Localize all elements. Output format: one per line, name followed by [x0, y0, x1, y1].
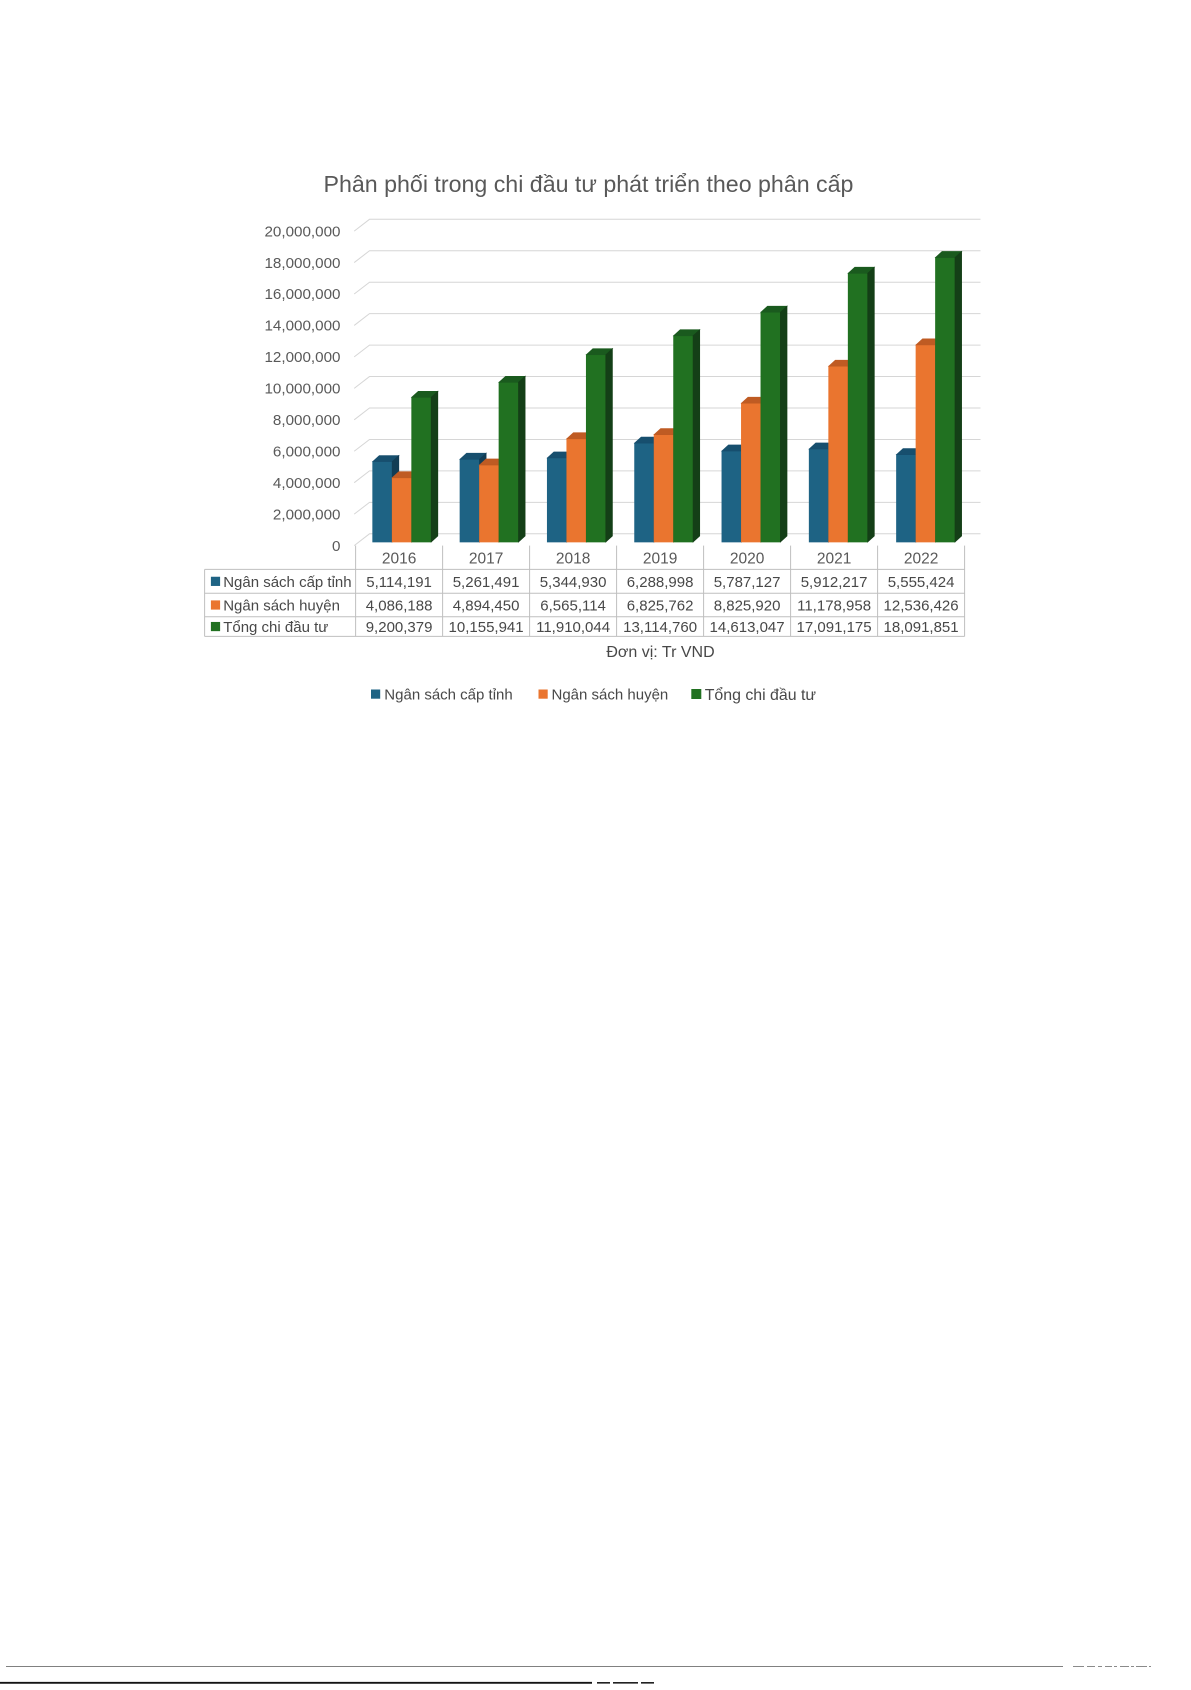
- svg-text:12,000,000: 12,000,000: [264, 349, 340, 366]
- svg-text:10,000,000: 10,000,000: [264, 381, 340, 398]
- svg-text:20,000,000: 20,000,000: [264, 223, 340, 240]
- svg-text:Tổng chi đầu tư: Tổng chi đầu tư: [223, 619, 328, 636]
- svg-text:11,178,958: 11,178,958: [797, 597, 871, 614]
- svg-text:5,344,930: 5,344,930: [540, 574, 607, 591]
- svg-text:5,114,191: 5,114,191: [366, 574, 432, 591]
- svg-text:0: 0: [332, 538, 340, 555]
- svg-text:4,894,450: 4,894,450: [453, 597, 520, 614]
- svg-text:2018: 2018: [556, 550, 590, 567]
- svg-text:12,536,426: 12,536,426: [884, 597, 959, 614]
- svg-text:8,000,000: 8,000,000: [273, 412, 341, 429]
- svg-text:6,825,762: 6,825,762: [627, 597, 694, 614]
- svg-text:16,000,000: 16,000,000: [264, 286, 340, 303]
- svg-text:2017: 2017: [469, 550, 503, 567]
- svg-text:Tổng chi đầu tư: Tổng chi đầu tư: [705, 686, 817, 704]
- svg-text:6,000,000: 6,000,000: [273, 443, 341, 460]
- svg-text:18,000,000: 18,000,000: [264, 255, 340, 272]
- svg-text:17,091,175: 17,091,175: [797, 619, 872, 636]
- svg-text:5,555,424: 5,555,424: [888, 574, 955, 591]
- svg-text:6,565,114: 6,565,114: [540, 597, 606, 614]
- svg-text:2021: 2021: [817, 550, 851, 567]
- svg-text:Ngân sách cấp tỉnh: Ngân sách cấp tỉnh: [384, 686, 512, 703]
- svg-text:2020: 2020: [730, 550, 765, 567]
- svg-text:8,825,920: 8,825,920: [714, 597, 781, 614]
- svg-text:5,261,491: 5,261,491: [453, 574, 520, 591]
- svg-text:14,613,047: 14,613,047: [710, 619, 785, 636]
- svg-text:5,787,127: 5,787,127: [714, 574, 781, 591]
- svg-text:9,200,379: 9,200,379: [366, 619, 433, 636]
- svg-text:11,910,044: 11,910,044: [536, 619, 610, 636]
- svg-text:Ngân sách huyện: Ngân sách huyện: [223, 597, 340, 614]
- svg-text:5,912,217: 5,912,217: [801, 574, 868, 591]
- svg-text:2019: 2019: [643, 550, 677, 567]
- svg-text:6,288,998: 6,288,998: [627, 574, 694, 591]
- svg-text:4,086,188: 4,086,188: [366, 597, 433, 614]
- svg-text:Đơn vị: Tr VND: Đơn vị: Tr VND: [606, 644, 714, 661]
- svg-text:2022: 2022: [904, 550, 938, 567]
- svg-text:13,114,760: 13,114,760: [623, 619, 697, 636]
- svg-text:Ngân sách cấp tỉnh: Ngân sách cấp tỉnh: [223, 574, 351, 591]
- svg-text:Ngân sách huyện: Ngân sách huyện: [552, 686, 669, 703]
- svg-text:2,000,000: 2,000,000: [273, 506, 341, 523]
- svg-text:4,000,000: 4,000,000: [273, 475, 341, 492]
- svg-text:18,091,851: 18,091,851: [884, 619, 959, 636]
- svg-text:10,155,941: 10,155,941: [449, 619, 524, 636]
- svg-text:14,000,000: 14,000,000: [264, 318, 340, 335]
- svg-text:Phân phối trong chi đầu tư phá: Phân phối trong chi đầu tư phát triển th…: [324, 171, 854, 197]
- svg-text:2016: 2016: [382, 550, 416, 567]
